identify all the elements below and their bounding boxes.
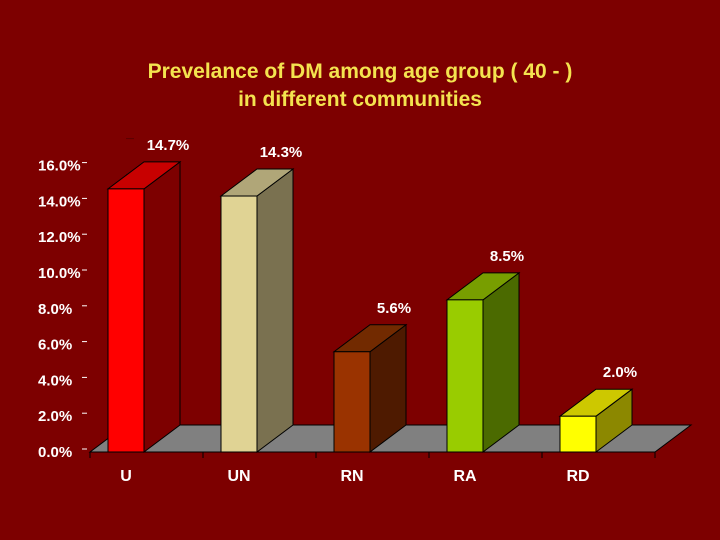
x-tick-label-ra: RA xyxy=(453,468,477,485)
data-label-rd: 2.0% xyxy=(603,364,637,381)
data-label-un: 14.3% xyxy=(260,144,303,161)
chart-title-line-1: Prevelance of DM among age group ( 40 - … xyxy=(147,60,573,83)
bar-ra xyxy=(446,299,484,453)
data-label-rn: 5.6% xyxy=(377,300,411,317)
bar-u xyxy=(107,188,145,453)
data-label-ra: 8.5% xyxy=(490,248,524,265)
y-tick-label: 16.0% xyxy=(38,158,81,175)
chart-title: Prevelance of DM among age group ( 40 - … xyxy=(0,58,720,114)
chart-title-line-2: in different communities xyxy=(238,88,482,111)
x-tick-label-rd: RD xyxy=(566,468,589,485)
bar-un xyxy=(220,195,258,453)
data-label-u: 14.7% xyxy=(147,137,190,154)
bar-side-un xyxy=(256,168,294,453)
y-tick-label: 14.0% xyxy=(38,193,81,210)
y-tick-label: 8.0% xyxy=(38,301,72,318)
bar-side-ra xyxy=(482,271,520,453)
x-tick-label-un: UN xyxy=(227,468,250,485)
y-tick-label: 4.0% xyxy=(38,372,72,389)
bar-rd xyxy=(559,415,597,453)
y-tick-label: 6.0% xyxy=(38,337,72,354)
y-tick-label: 0.0% xyxy=(38,444,72,461)
y-tick-label: 12.0% xyxy=(38,229,81,246)
bar-rn xyxy=(333,351,371,453)
bar-side-u xyxy=(143,160,181,453)
y-tick-label: 10.0% xyxy=(38,265,81,282)
x-tick-label-u: U xyxy=(120,468,132,485)
x-tick-label-rn: RN xyxy=(340,468,363,485)
y-tick-label: 2.0% xyxy=(38,408,72,425)
